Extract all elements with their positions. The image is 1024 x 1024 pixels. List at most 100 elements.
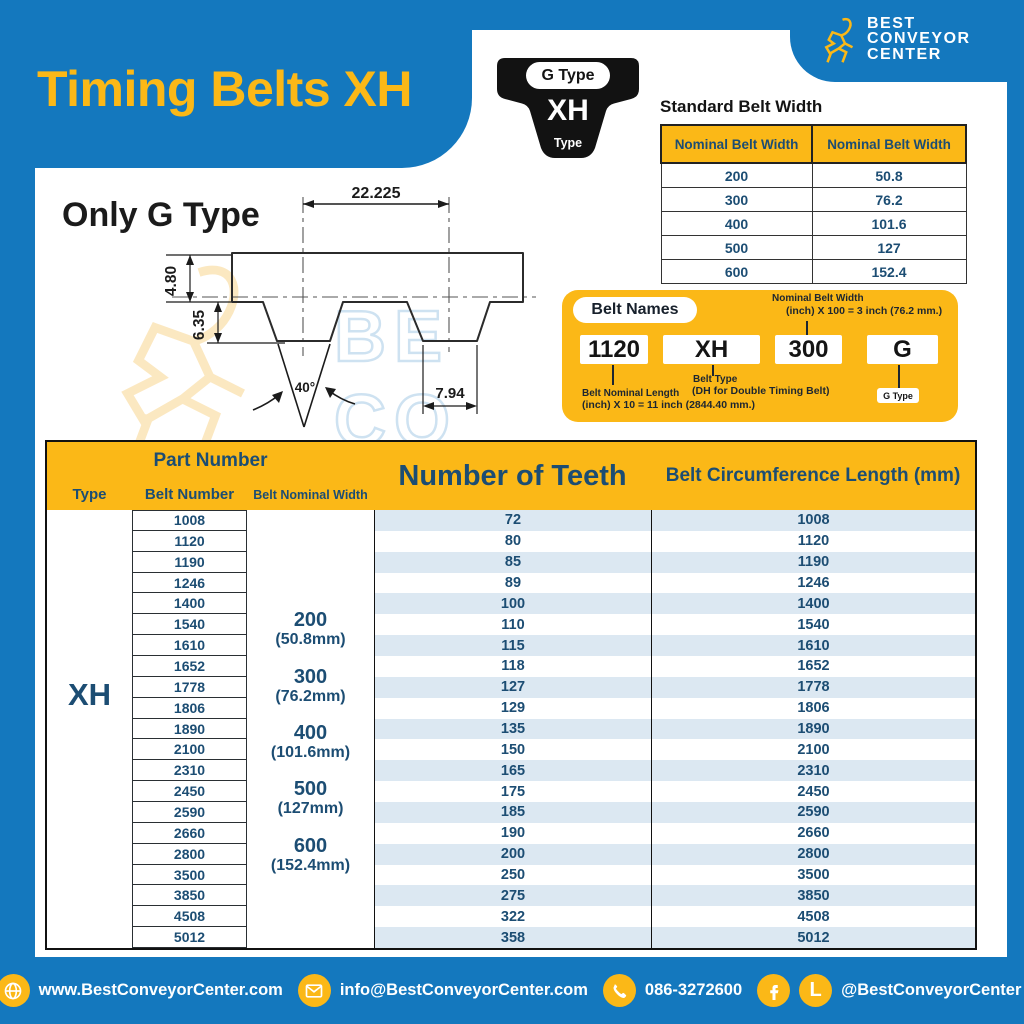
circumference-cell: 1120: [651, 530, 975, 552]
type-note: (DH for Double Timing Belt): [692, 385, 830, 397]
type-spacer-cell: [47, 906, 132, 927]
length-note-title: Belt Nominal Length: [582, 388, 680, 399]
width-mm-cell: 152.4: [811, 259, 967, 284]
belt-number-cell: 3500: [132, 864, 247, 886]
circumference-cell: 1652: [651, 656, 975, 677]
footer-social-handle[interactable]: @BestConveyorCenter: [841, 981, 1022, 999]
facebook-icon[interactable]: [757, 974, 791, 1007]
standard-width-row: 500 127: [660, 235, 967, 260]
brand-line: CENTER: [867, 45, 942, 63]
header-type: Type: [72, 486, 107, 503]
nominal-width-spacer-cell: [247, 510, 374, 531]
teeth-cell: 190: [374, 822, 651, 844]
header-nominal-width: Belt Nominal Width: [253, 487, 368, 502]
table-row: 3850 275 3850: [47, 885, 975, 907]
teeth-cell: 115: [374, 635, 651, 657]
footer-phone[interactable]: 086-3272600: [644, 981, 743, 999]
table-row: 1540 110 1540: [47, 614, 975, 636]
table-row: 1008 72 1008: [47, 510, 975, 531]
belt-name-segment-length: 1120: [580, 335, 648, 364]
footer-website[interactable]: www.BestConveyorCenter.com: [38, 981, 283, 999]
type-spacer-cell: [47, 781, 132, 802]
nominal-width-spacer-cell: [247, 656, 374, 677]
width-note-title: Nominal Belt Width: [772, 293, 864, 304]
footer-email[interactable]: info@BestConveyorCenter.com: [339, 981, 588, 999]
belt-number-cell: 2450: [132, 781, 247, 803]
table-row: 1190 85 1190: [47, 551, 975, 573]
type-spacer-cell: [47, 739, 132, 760]
teeth-cell: 118: [374, 656, 651, 677]
table-row: 2100 150 2100: [47, 739, 975, 761]
type-spacer-cell: [47, 635, 132, 656]
mail-icon: [297, 974, 331, 1007]
circumference-cell: 2100: [651, 739, 975, 761]
circumference-cell: 5012: [651, 927, 975, 949]
table-row: 3500 250 3500: [47, 864, 975, 886]
belt-name-segment-g: G: [867, 335, 938, 364]
table-row: 2450 175 2450: [47, 781, 975, 803]
type-spacer-cell: [47, 593, 132, 614]
type-spacer-cell: [47, 656, 132, 677]
teeth-cell: 72: [374, 510, 651, 531]
connector-line: [712, 365, 715, 376]
header-circumference: Belt Circumference Length (mm): [665, 465, 961, 486]
circumference-cell: 1610: [651, 635, 975, 657]
type-spacer-cell: [47, 885, 132, 906]
circumference-cell: 1806: [651, 697, 975, 719]
connector-line: [612, 365, 615, 385]
nominal-width-spacer-cell: [247, 614, 374, 635]
table-row: 1890 135 1890: [47, 718, 975, 740]
type-spacer-cell: [47, 865, 132, 886]
table-row: 1806 129 1806: [47, 697, 975, 719]
dim-pitch: 22.225: [352, 185, 401, 202]
type-spacer-cell: [47, 614, 132, 635]
belt-number-cell: 1190: [132, 551, 247, 573]
teeth-cell: 175: [374, 781, 651, 803]
line-icon[interactable]: L: [799, 974, 833, 1007]
belt-number-cell: 2590: [132, 802, 247, 823]
dim-angle: 40°: [295, 380, 315, 395]
belt-profile-outline: [231, 252, 524, 342]
table-row: 2590 185 2590: [47, 802, 975, 823]
type-spacer-cell: [47, 510, 132, 531]
table-row: 1778 127 1778: [47, 676, 975, 698]
teeth-cell: 165: [374, 760, 651, 782]
circumference-cell: 1190: [651, 551, 975, 573]
belt-number-cell: 1806: [132, 697, 247, 719]
teeth-cell: 135: [374, 718, 651, 740]
nominal-width-spacer-cell: [247, 823, 374, 844]
teeth-cell: 275: [374, 885, 651, 907]
teeth-cell: 200: [374, 843, 651, 865]
dim-thickness: 4.80: [163, 266, 180, 296]
standard-belt-width-title: Standard Belt Width: [660, 97, 823, 116]
nominal-width-spacer-cell: [247, 552, 374, 573]
g-type-pill: G Type: [526, 62, 610, 89]
table-row: 2310 165 2310: [47, 760, 975, 782]
belt-number-cell: 2800: [132, 843, 247, 865]
circumference-cell: 1400: [651, 593, 975, 615]
teeth-cell: 127: [374, 676, 651, 698]
belt-number-cell: 3850: [132, 885, 247, 907]
standard-width-row: 600 152.4: [660, 259, 967, 284]
belt-number-cell: 4508: [132, 906, 247, 928]
type-spacer-cell: [47, 927, 132, 948]
nominal-width-spacer-cell: [247, 593, 374, 614]
table-header: Part Number Type Belt Number Belt Nomina…: [47, 442, 975, 510]
belt-name-segment-type: XH: [663, 335, 760, 364]
connector-line: [898, 365, 901, 388]
column-header: Nominal Belt Width: [811, 124, 967, 164]
goat-icon: [824, 17, 854, 63]
teeth-cell: 85: [374, 551, 651, 573]
teeth-cell: 100: [374, 593, 651, 615]
nominal-width-spacer-cell: [247, 760, 374, 781]
belt-number-cell: 1008: [132, 510, 247, 531]
type-spacer-cell: [47, 573, 132, 594]
nominal-width-spacer-cell: [247, 698, 374, 719]
circumference-cell: 1246: [651, 572, 975, 594]
type-spacer-cell: [47, 552, 132, 573]
header-part-number: Part Number: [153, 449, 268, 471]
belt-number-cell: 5012: [132, 927, 247, 949]
circumference-cell: 3500: [651, 864, 975, 886]
table-row: 5012 358 5012: [47, 927, 975, 949]
nominal-width-spacer-cell: [247, 573, 374, 594]
